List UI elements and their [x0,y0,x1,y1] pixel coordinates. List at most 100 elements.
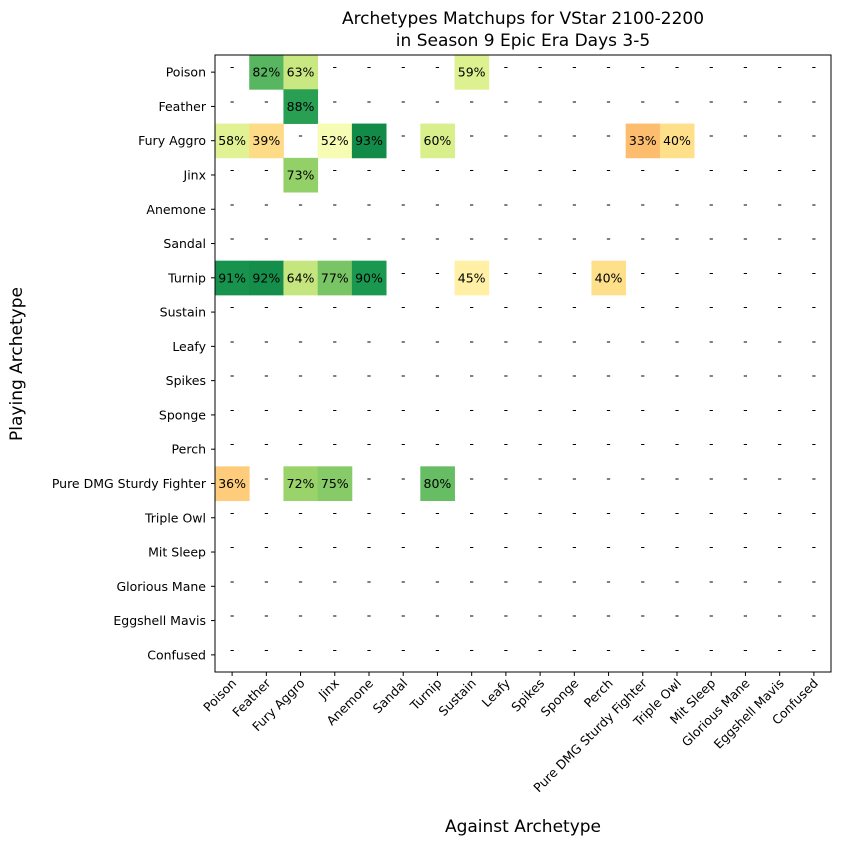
cell-missing-label: - [435,59,440,74]
cell-missing-label: - [504,470,509,485]
cell-missing-label: - [367,608,372,623]
cell-missing-label: - [333,299,338,314]
cell-missing-label: - [743,128,748,143]
cell-missing-label: - [504,368,509,383]
cell-missing-label: - [538,196,543,211]
cell-missing-label: - [743,299,748,314]
heatmap-cell [351,123,387,159]
cell-missing-label: - [777,128,782,143]
cell-missing-label: - [709,299,714,314]
cell-missing-label: - [401,573,406,588]
cell-missing-label: - [709,196,714,211]
cell-missing-label: - [641,505,646,520]
cell-missing-label: - [367,333,372,348]
cell-missing-label: - [264,608,269,623]
plot-frame [214,54,832,673]
cell-missing-label: - [264,231,269,246]
cell-missing-label: - [333,539,338,554]
cell-missing-label: - [333,436,338,451]
cell-missing-label: - [709,573,714,588]
heatmap-cell [215,260,250,296]
cell-missing-label: - [812,333,817,348]
cell-missing-label: - [709,368,714,383]
cell-value-label: 60% [424,133,452,148]
cell-missing-label: - [812,231,817,246]
cell-missing-label: - [812,470,817,485]
cell-missing-label: - [435,231,440,246]
cell-missing-label: - [469,573,474,588]
cell-missing-label: - [709,231,714,246]
cell-missing-label: - [504,573,509,588]
y-tick-label: Eggshell Mavis [113,613,206,628]
cell-missing-label: - [812,573,817,588]
cell-missing-label: - [401,608,406,623]
cell-missing-label: - [469,196,474,211]
cell-missing-label: - [504,402,509,417]
cell-missing-label: - [538,59,543,74]
cell-missing-label: - [504,608,509,623]
cell-missing-label: - [538,505,543,520]
cell-missing-label: - [367,573,372,588]
cell-missing-label: - [230,642,235,657]
cell-value-label: 77% [321,270,349,285]
cell-missing-label: - [435,299,440,314]
cell-missing-label: - [264,539,269,554]
cell-missing-label: - [572,470,577,485]
cell-missing-label: - [538,539,543,554]
cell-missing-label: - [641,642,646,657]
cell-missing-label: - [606,128,611,143]
cell-missing-label: - [743,608,748,623]
cell-missing-label: - [743,368,748,383]
cell-missing-label: - [606,608,611,623]
cell-missing-label: - [230,573,235,588]
cell-missing-label: - [641,608,646,623]
cell-missing-label: - [401,368,406,383]
cell-missing-label: - [641,470,646,485]
cell-value-label: 52% [321,133,349,148]
cell-missing-label: - [538,231,543,246]
cell-missing-label: - [538,299,543,314]
cell-missing-label: - [367,231,372,246]
cell-missing-label: - [572,59,577,74]
cell-missing-label: - [743,333,748,348]
cell-missing-label: - [264,402,269,417]
cell-missing-label: - [298,128,303,143]
cell-missing-label: - [572,299,577,314]
cell-missing-label: - [777,505,782,520]
heatmap-cell [249,260,284,296]
cell-missing-label: - [675,196,680,211]
cell-missing-label: - [469,299,474,314]
cell-missing-label: - [435,162,440,177]
cell-missing-label: - [675,265,680,280]
cell-missing-label: - [641,333,646,348]
cell-missing-label: - [333,573,338,588]
cell-missing-label: - [469,642,474,657]
cell-value-label: 64% [287,270,315,285]
cell-missing-label: - [812,299,817,314]
y-tick-label: Sandal [163,236,206,251]
cell-missing-label: - [504,505,509,520]
heatmap-cell [283,157,319,193]
cell-missing-label: - [435,642,440,657]
cell-missing-label: - [469,368,474,383]
cell-value-label: 88% [287,99,315,114]
y-tick-label: Triple Owl [144,510,206,525]
heatmap-cell [317,260,353,296]
cell-missing-label: - [812,539,817,554]
cell-missing-label: - [298,368,303,383]
cell-missing-label: - [572,368,577,383]
heatmap-cell [283,466,319,502]
cell-missing-label: - [504,59,509,74]
cell-missing-label: - [606,333,611,348]
cell-missing-label: - [333,231,338,246]
cell-missing-label: - [777,162,782,177]
cell-missing-label: - [777,402,782,417]
cell-missing-label: - [504,196,509,211]
cell-missing-label: - [401,128,406,143]
heatmap-cell [317,466,353,502]
cell-missing-label: - [641,299,646,314]
cell-missing-label: - [230,162,235,177]
cell-value-label: 39% [252,133,280,148]
cell-missing-label: - [572,505,577,520]
